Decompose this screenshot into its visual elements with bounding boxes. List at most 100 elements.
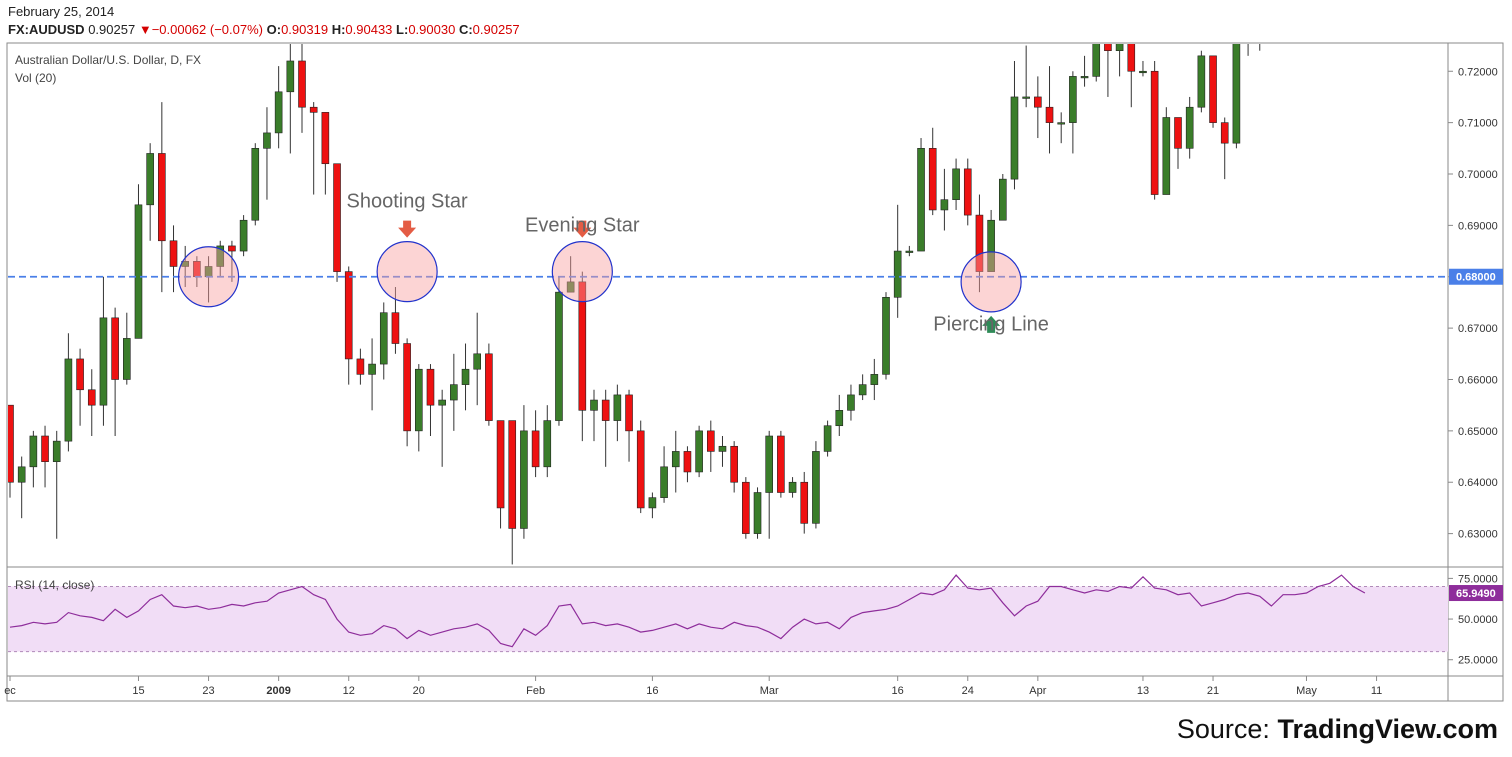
- candle-up: [123, 338, 131, 380]
- rsi-tick-label: 75.0000: [1458, 573, 1498, 585]
- candle-up: [987, 219, 995, 272]
- candle-up: [835, 410, 844, 427]
- candle-up: [473, 353, 482, 370]
- candle-up: [812, 451, 820, 524]
- candle-up: [450, 384, 458, 401]
- candle-up: [847, 394, 855, 411]
- candle-down: [601, 399, 610, 421]
- candle-down: [1127, 44, 1136, 72]
- candle-up: [1245, 40, 1252, 42]
- candle-up: [1069, 76, 1077, 123]
- candle-up: [870, 374, 879, 385]
- candle-down: [963, 168, 972, 216]
- candle-up: [520, 430, 528, 529]
- candle-up: [17, 466, 26, 483]
- last-price: 0.90257: [88, 22, 136, 37]
- pattern-label: Evening Star: [525, 215, 640, 237]
- candle-up: [1115, 44, 1124, 52]
- candle-down: [169, 240, 178, 267]
- candle-down: [496, 420, 505, 509]
- candle-down: [356, 358, 365, 375]
- candle-up: [1197, 55, 1206, 108]
- candle-down: [321, 112, 330, 165]
- candle-up: [917, 148, 925, 252]
- candle-up: [461, 368, 470, 385]
- candle-down: [683, 451, 692, 473]
- candle-up: [1092, 44, 1101, 77]
- candle-down: [508, 420, 517, 529]
- pattern-label: Piercing Line: [933, 314, 1049, 336]
- candle-down: [777, 435, 785, 493]
- symbol-label: FX:AUDUSD: [8, 22, 85, 37]
- high-label: H:: [331, 22, 346, 37]
- rsi-badge-label: 65.9490: [1456, 588, 1496, 600]
- candle-up: [695, 430, 703, 473]
- candle-down: [1174, 117, 1182, 149]
- candle-up: [1232, 44, 1241, 144]
- candle-down: [578, 281, 587, 411]
- time-tick-label: 15: [132, 685, 144, 697]
- candles: [8, 40, 1261, 565]
- candle-down: [1045, 106, 1054, 123]
- candle-down: [344, 271, 353, 360]
- time-tick-label: Feb: [526, 685, 545, 697]
- candle-up: [1162, 117, 1171, 195]
- source-brand: TradingView.com: [1277, 714, 1498, 744]
- rsi-pane: 25.0000 50.0000 75.0000 65.9490: [8, 573, 1503, 667]
- candle-down: [625, 394, 633, 432]
- candle-down: [309, 106, 318, 113]
- open-value: 0.90319: [281, 22, 329, 37]
- time-tick-label: 13: [1137, 685, 1149, 697]
- candle-down: [333, 163, 341, 272]
- time-tick-label: Mar: [760, 685, 779, 697]
- pattern-circle: [960, 251, 1022, 313]
- time-tick-label: 2009: [266, 685, 290, 697]
- candle-down: [730, 445, 738, 483]
- candle-down: [485, 353, 493, 421]
- quote-line: FX:AUDUSD 0.90257 ▼−0.00062 (−0.07%) O:0…: [8, 22, 520, 37]
- price-tick-label: 0.69000: [1458, 220, 1498, 232]
- high-value: 0.90433: [345, 22, 393, 37]
- candle-down: [742, 481, 750, 534]
- low-label: L:: [396, 22, 409, 37]
- level-badge-label: 0.68000: [1456, 272, 1496, 284]
- time-tick-label: 12: [343, 685, 355, 697]
- candle-up: [274, 91, 283, 134]
- candle-up: [1080, 76, 1089, 79]
- candle-down: [403, 343, 411, 432]
- candle-down: [1209, 55, 1217, 123]
- candle-up: [858, 384, 867, 396]
- candle-down: [1034, 96, 1042, 108]
- source-credit: Source: TradingView.com: [1177, 714, 1498, 745]
- price-tick-label: 0.70000: [1458, 169, 1498, 181]
- candle-up: [660, 466, 668, 498]
- candle-up: [718, 445, 727, 452]
- candle-up: [998, 178, 1007, 221]
- candle-up: [952, 168, 960, 200]
- price-tick-label: 0.71000: [1458, 118, 1498, 130]
- pattern-circle: [177, 246, 240, 308]
- candle-up: [99, 317, 108, 406]
- candle-up: [263, 132, 271, 149]
- price-tick-label: 0.67000: [1458, 323, 1498, 335]
- rsi-tick-label: 25.0000: [1458, 655, 1498, 667]
- candle-up: [788, 481, 797, 493]
- candle-down: [298, 60, 306, 108]
- pattern-circle: [376, 241, 438, 303]
- time-tick-label: Apr: [1029, 685, 1046, 697]
- candle-down: [158, 153, 166, 242]
- open-label: O:: [266, 22, 282, 37]
- price-chart[interactable]: 0.63000 0.64000 0.65000 0.66000 0.67000 0.680…: [0, 0, 1512, 705]
- candle-up: [438, 399, 446, 406]
- candle-down: [928, 148, 937, 211]
- candle-up: [566, 281, 575, 293]
- candle-down: [706, 430, 715, 452]
- candle-up: [613, 394, 622, 421]
- candle-down: [8, 404, 14, 483]
- price-tick-label: 0.66000: [1458, 374, 1498, 386]
- candle-down: [531, 430, 540, 468]
- candle-down: [111, 317, 119, 380]
- candle-up: [905, 250, 914, 253]
- rsi-title: RSI (14, close): [15, 578, 94, 592]
- candle-up: [1010, 96, 1019, 180]
